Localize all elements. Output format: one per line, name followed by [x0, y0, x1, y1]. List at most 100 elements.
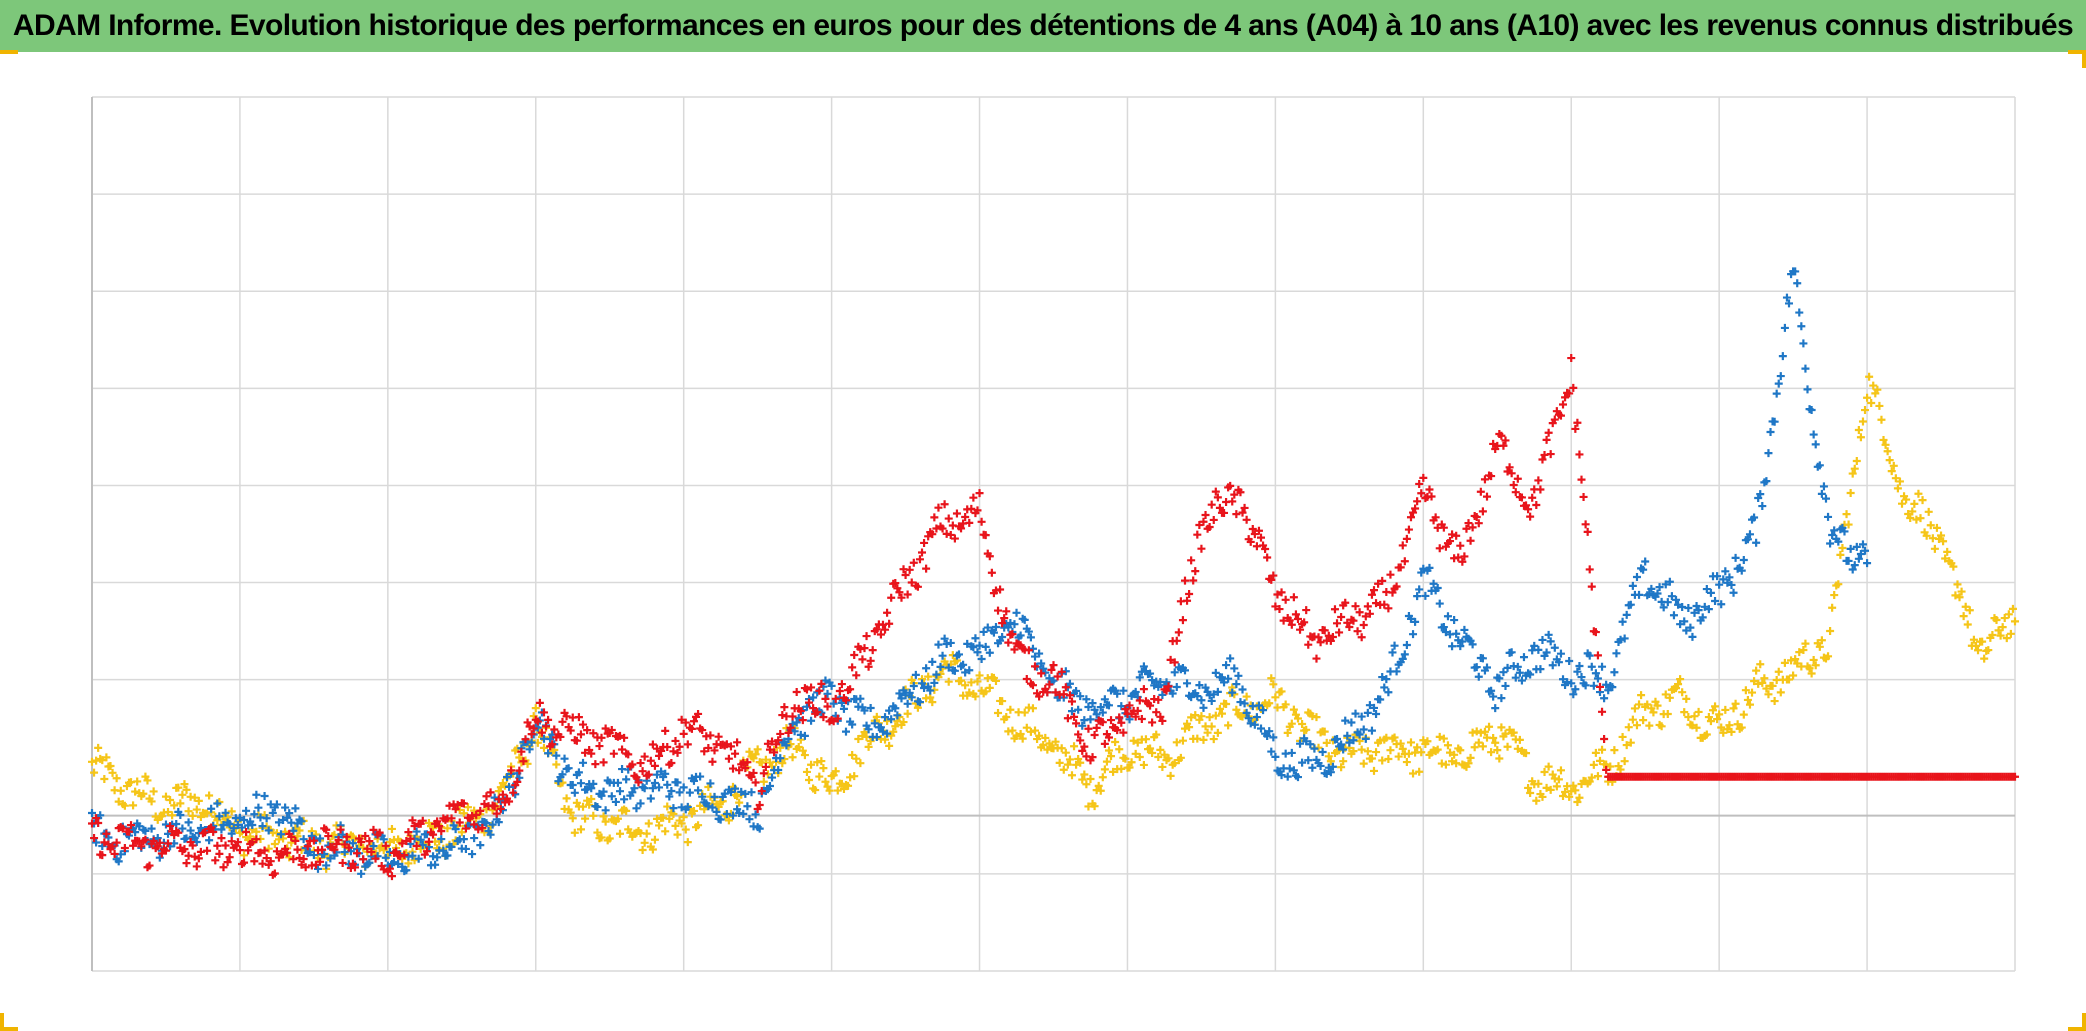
data-point-A04-120: [334, 836, 343, 845]
data-point-A07-711: [1548, 661, 1557, 670]
data-point-A10-216: [531, 704, 540, 713]
data-point-A07-413: [936, 662, 945, 671]
data-point-A04-153: [402, 836, 411, 845]
data-point-A07-628: [1378, 673, 1387, 682]
data-point-A10-465: [1043, 745, 1052, 754]
data-point-A04-151: [398, 839, 407, 848]
data-point-A04-458: [1028, 681, 1037, 690]
data-point-A04-664: [1452, 531, 1461, 540]
data-point-A10-659: [1441, 760, 1450, 769]
data-point-A10-722: [1571, 786, 1580, 795]
data-point-A04-703: [1532, 500, 1541, 509]
data-point-A04-259: [620, 733, 629, 742]
data-point-A07-173: [443, 851, 452, 860]
data-point-A10-822: [1776, 688, 1785, 697]
data-point-A04-85: [262, 854, 271, 863]
data-point-A07-555: [1228, 688, 1237, 697]
data-point-A04-469: [1051, 688, 1060, 697]
data-point-A07-582: [1283, 772, 1292, 781]
data-point-A07-558: [1234, 671, 1243, 680]
data-point-A07-685: [1495, 674, 1504, 683]
data-point-A10-477: [1067, 771, 1076, 780]
data-point-A07-583: [1285, 764, 1294, 773]
data-point-A04-103: [299, 854, 308, 863]
data-point-A10-786: [1702, 730, 1711, 739]
data-point-A04-443: [998, 619, 1007, 628]
data-point-A04-541: [1199, 517, 1208, 526]
data-point-A10-544: [1205, 713, 1214, 722]
data-point-A10-370: [848, 751, 857, 760]
data-point-A07-223: [546, 735, 555, 744]
data-point-A10-77: [246, 832, 255, 841]
data-point-A07-762: [1653, 589, 1662, 598]
data-point-A10-864: [1863, 393, 1872, 402]
data-point-A04-354: [815, 686, 824, 695]
data-point-A07-502: [1119, 686, 1128, 695]
data-point-A04-386: [881, 625, 890, 634]
data-point-A04-628: [1378, 576, 1387, 585]
data-point-A04-622: [1365, 609, 1374, 618]
data-point-A10-458: [1028, 704, 1037, 713]
data-point-A10-828: [1789, 671, 1798, 680]
data-point-A04-310: [724, 754, 733, 763]
data-point-A04-138: [371, 854, 380, 863]
data-point-A04-1: [90, 834, 99, 843]
data-point-A10-509: [1133, 738, 1142, 747]
data-point-A04-479: [1072, 719, 1081, 728]
data-point-A07-621: [1363, 708, 1372, 717]
data-point-A07-623: [1367, 726, 1376, 735]
data-point-A07-393: [895, 689, 904, 698]
data-point-A10-634: [1390, 733, 1399, 742]
data-point-A04-177: [451, 805, 460, 814]
data-point-A10-845: [1824, 652, 1833, 661]
data-point-A04-282: [667, 758, 676, 767]
data-point-A04-137: [369, 825, 378, 834]
data-point-A07-450: [1012, 608, 1021, 617]
data-point-A10-440: [991, 676, 1000, 685]
data-point-A10-867: [1869, 381, 1878, 390]
data-point-A04-499: [1113, 726, 1122, 735]
data-point-A10-432: [975, 671, 984, 680]
data-point-A10-242: [585, 800, 594, 809]
data-point-A10-815: [1762, 684, 1771, 693]
data-point-A04-238: [576, 730, 585, 739]
data-point-A04-701: [1528, 493, 1537, 502]
data-point-A10-670: [1464, 759, 1473, 768]
data-point-A10-25: [139, 789, 148, 798]
data-point-A04-512: [1139, 685, 1148, 694]
data-point-A07-338: [782, 741, 791, 750]
data-point-A10-913: [1963, 620, 1972, 629]
data-point-A10-842: [1817, 636, 1826, 645]
data-point-A10-573: [1265, 699, 1274, 708]
data-point-A04-78: [248, 838, 257, 847]
data-point-A04-717: [1561, 393, 1570, 402]
data-point-A10-388: [885, 741, 894, 750]
data-point-A07-803: [1737, 566, 1746, 575]
data-point-A10-602: [1324, 752, 1333, 761]
data-point-A07-435: [981, 642, 990, 651]
data-point-A04-631: [1384, 604, 1393, 613]
data-point-A04-689: [1503, 467, 1512, 476]
data-point-A07-293: [689, 776, 698, 785]
data-point-A07-486: [1086, 715, 1095, 724]
data-point-A10-700: [1526, 788, 1535, 797]
data-point-A04-371: [850, 651, 859, 660]
data-point-A04-588: [1296, 625, 1305, 634]
data-point-A07-501: [1117, 702, 1126, 711]
data-point-A10-857: [1848, 469, 1857, 478]
data-point-A07-538: [1193, 692, 1202, 701]
data-point-A04-323: [751, 778, 760, 787]
data-point-A07-512: [1139, 662, 1148, 671]
data-point-A10-768: [1665, 693, 1674, 702]
data-point-A07-272: [646, 794, 655, 803]
data-point-A07-639: [1400, 650, 1409, 659]
data-point-A10-530: [1176, 753, 1185, 762]
data-point-A07-227: [554, 777, 563, 786]
data-point-A04-74: [240, 858, 249, 867]
data-point-A10-723: [1573, 798, 1582, 807]
data-point-A07-78: [248, 821, 257, 830]
data-point-A04-455: [1022, 675, 1031, 684]
data-point-A10-895: [1926, 521, 1935, 530]
data-point-A07-158: [412, 827, 421, 836]
data-point-A07-378: [864, 725, 873, 734]
